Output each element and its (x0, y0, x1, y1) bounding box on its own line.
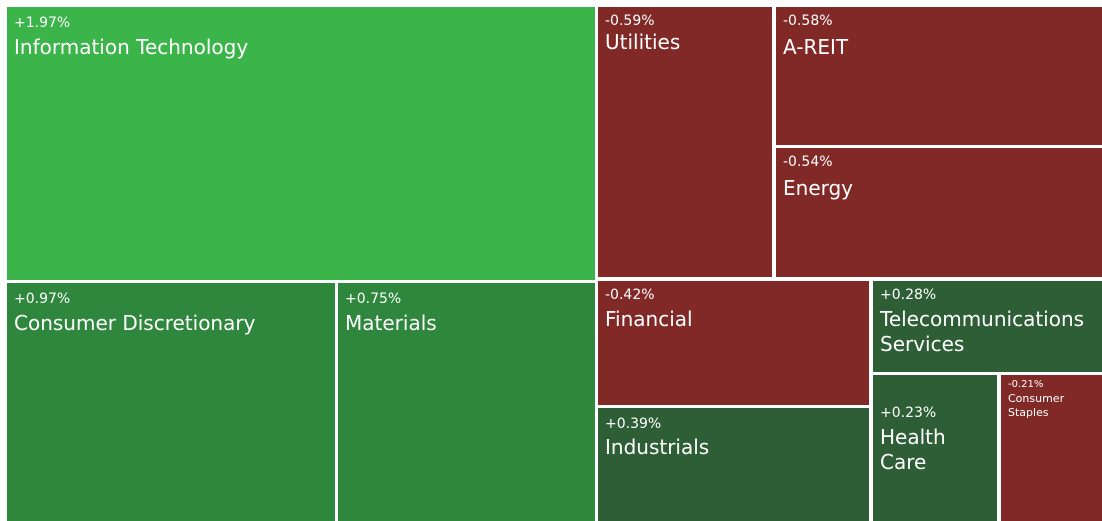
tile-name: Utilities (605, 30, 681, 54)
change-label: -0.21% (1008, 379, 1044, 390)
tile: -0.42% Financial (598, 281, 869, 405)
tile: +1.97% Information Technology (7, 7, 595, 280)
change-label: +0.75% (345, 291, 402, 307)
tile-name: Financial (605, 307, 693, 331)
tile: -0.58% A-REIT (776, 7, 1102, 145)
change-label: +1.97% (14, 15, 71, 31)
change-label: -0.58% (783, 13, 833, 29)
tile-name: Consumer Staples (1008, 392, 1065, 419)
tile-name: Energy (783, 176, 854, 200)
change-label: +0.28% (880, 287, 937, 303)
change-label: -0.42% (605, 287, 655, 303)
tile: +0.39% Industrials (598, 408, 869, 521)
tile-name: Telecommunications Services (880, 307, 1085, 356)
change-label: +0.23% (880, 405, 937, 421)
tile-name: Information Technology (14, 35, 249, 59)
tile: -0.54% Energy (776, 148, 1102, 277)
tile: +0.23% Health Care (873, 375, 997, 521)
tile-name: Materials (345, 311, 437, 335)
tile: +0.75% Materials (338, 283, 595, 521)
tile-name: Consumer Discretionary (14, 311, 256, 335)
change-label: +0.97% (14, 291, 71, 307)
change-label: +0.39% (605, 416, 662, 432)
tile-name: Health Care (880, 425, 946, 474)
tile: -0.21% Consumer Staples (1001, 375, 1102, 521)
change-label: -0.54% (783, 154, 833, 170)
tile: +0.28% Telecommunications Services (873, 281, 1102, 372)
change-label: -0.59% (605, 13, 655, 29)
tile: -0.59% Utilities (598, 7, 772, 277)
tile: +0.97% Consumer Discretionary (7, 283, 335, 521)
tile-name: Industrials (605, 435, 710, 459)
tile-name: A-REIT (783, 35, 849, 59)
